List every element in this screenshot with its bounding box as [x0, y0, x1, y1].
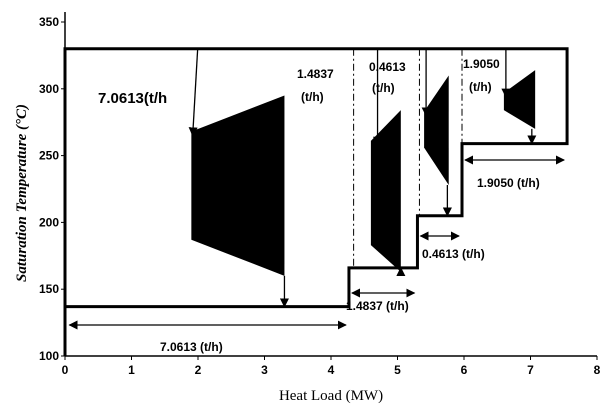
- annotation-label: 1.9050 (t/h): [477, 176, 540, 190]
- y-tick-label: 250: [39, 149, 59, 163]
- annotation-label: (t/h): [372, 81, 395, 95]
- annotation-label: 1.4837: [297, 67, 334, 81]
- annotation-label: 7.0613(t/h: [98, 90, 167, 107]
- y-tick-label: 300: [39, 82, 59, 96]
- y-tick-label: 100: [39, 349, 59, 363]
- x-tick-label: 3: [261, 363, 268, 377]
- annotation-label: 0.4613: [369, 60, 406, 74]
- annotation-label: 1.4837 (t/h): [346, 299, 409, 313]
- turbine-4: [504, 70, 535, 129]
- x-tick-label: 4: [328, 363, 335, 377]
- turbine-3: [424, 75, 449, 185]
- x-tick-label: 2: [195, 363, 202, 377]
- annotation-label: 7.0613 (t/h): [160, 340, 223, 354]
- annotations-group: 7.0613(t/h 1.4837 (t/h) 0.4613 (t/h) 1.9050 (t…: [98, 57, 540, 354]
- turbines-group: [191, 70, 535, 276]
- entry-arrow-1: [193, 49, 198, 136]
- turbine-1: [191, 95, 284, 275]
- y-tick-label: 350: [39, 15, 59, 29]
- annotation-label: 1.9050: [463, 57, 500, 71]
- turbine-2: [371, 110, 401, 272]
- annotation-label: 0.4613 (t/h): [422, 247, 485, 261]
- x-tick-label: 1: [128, 363, 135, 377]
- x-tick-label: 5: [394, 363, 401, 377]
- annotation-label: (t/h): [301, 90, 324, 104]
- x-axis-label: Heat Load (MW): [279, 388, 383, 404]
- x-tick-label: 0: [62, 363, 69, 377]
- y-ticks: 100 150 200 250 300 350: [39, 15, 65, 363]
- x-tick-label: 7: [527, 363, 534, 377]
- x-tick-label: 8: [594, 363, 601, 377]
- annotation-label: (t/h): [469, 80, 492, 94]
- x-ticks: 0 1 2 3 4 5 6 7 8: [62, 356, 601, 377]
- x-tick-label: 6: [461, 363, 468, 377]
- y-tick-label: 200: [39, 215, 59, 229]
- y-tick-label: 150: [39, 282, 59, 296]
- y-axis-label: Saturation Temperature (°C): [14, 104, 30, 282]
